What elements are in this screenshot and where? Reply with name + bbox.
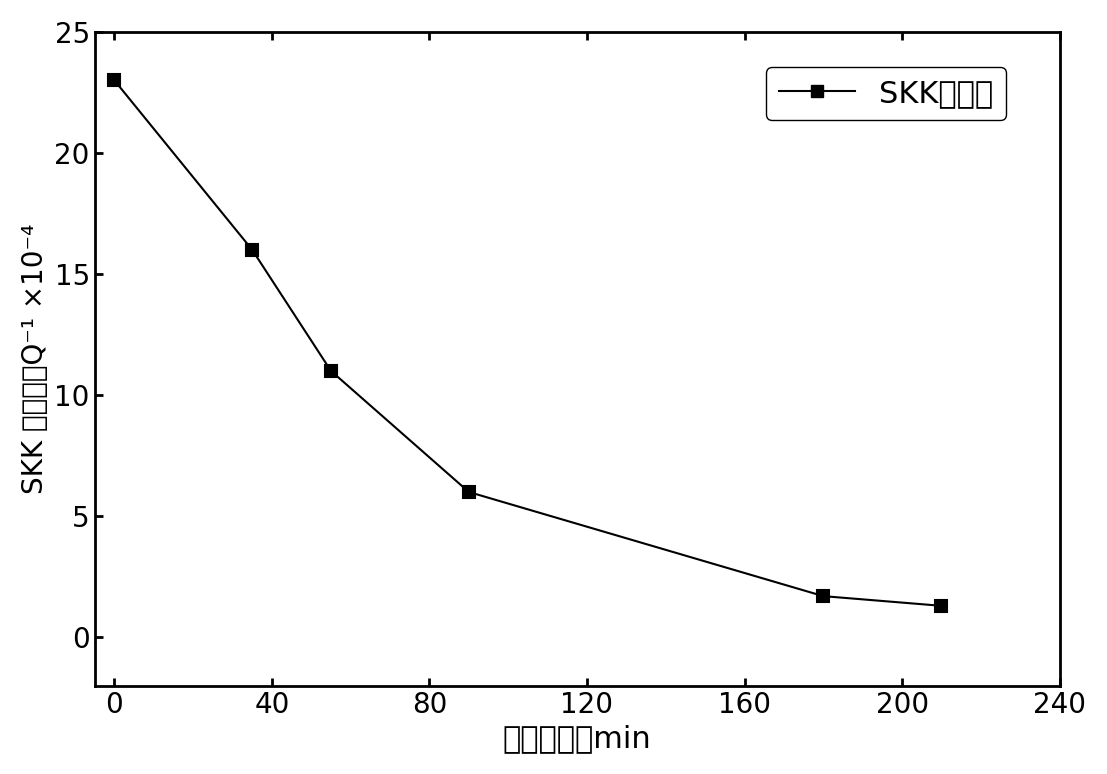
X-axis label: 保温时间，min: 保温时间，min — [503, 724, 652, 753]
Y-axis label: SKK 峰强度，Q⁻¹ ×10⁻⁴: SKK 峰强度，Q⁻¹ ×10⁻⁴ — [21, 224, 49, 494]
Legend: SKK峰强度: SKK峰强度 — [766, 67, 1006, 120]
